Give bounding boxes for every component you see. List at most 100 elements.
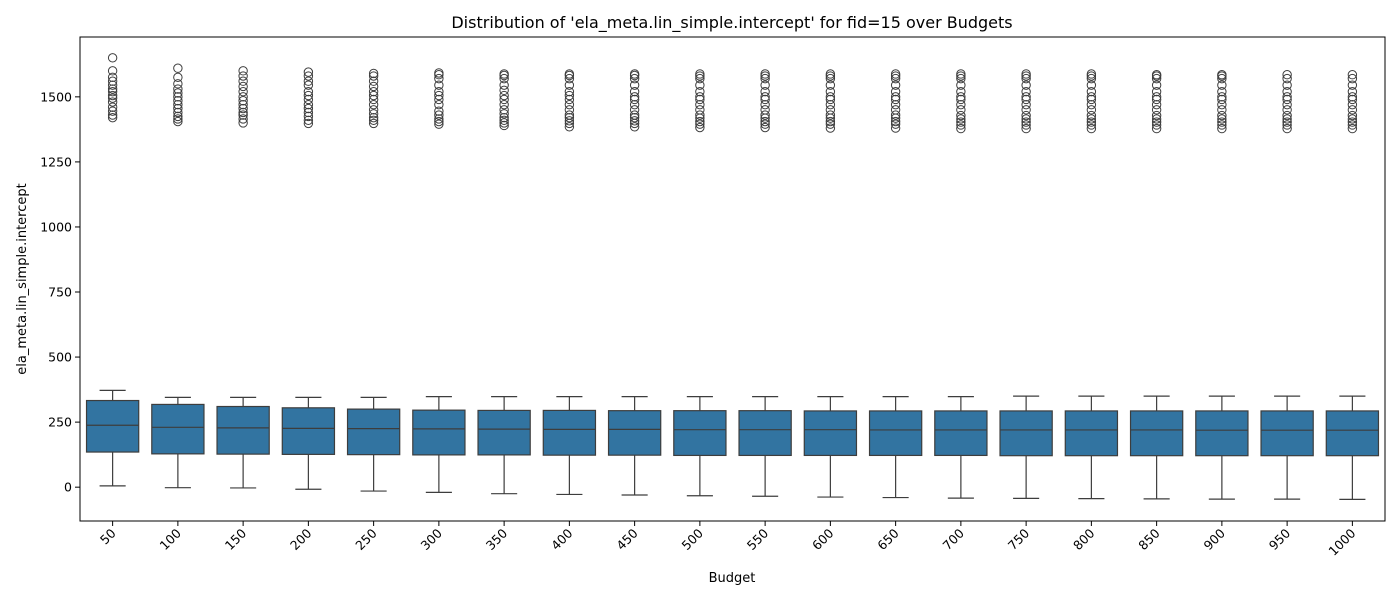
outlier-point: [629, 116, 640, 126]
outlier-point: [1151, 99, 1162, 110]
outlier-point: [1217, 92, 1227, 102]
box-iqr: [151, 403, 205, 455]
x-tick-label: 900: [1201, 525, 1229, 553]
box-group: [85, 53, 140, 487]
outlier-point: [303, 94, 314, 105]
outlier-point: [499, 69, 509, 79]
outlier-point: [1151, 120, 1162, 130]
box-group: [412, 68, 466, 493]
outlier-point: [1021, 94, 1031, 105]
box-group: [151, 63, 205, 489]
outlier-point: [1151, 110, 1162, 121]
outlier-point: [1282, 105, 1292, 115]
outlier-point: [499, 99, 509, 110]
outlier-point: [173, 103, 183, 114]
outlier-point: [499, 85, 509, 96]
outlier-point: [1021, 86, 1031, 97]
box-group: [346, 68, 401, 492]
outlier-point: [1282, 86, 1292, 97]
box-iqr: [216, 405, 270, 455]
x-tick-label: 750: [1005, 525, 1033, 553]
outlier-point: [1021, 99, 1031, 110]
outlier-point: [564, 105, 575, 115]
outlier-point: [1217, 114, 1227, 124]
outlier-point: [629, 69, 640, 79]
outlier-point: [695, 119, 705, 129]
outlier-point: [564, 116, 575, 126]
outlier-point: [173, 72, 183, 83]
x-tick-label: 250: [352, 525, 380, 553]
outlier-point: [825, 86, 836, 97]
outlier-point: [1347, 110, 1358, 121]
outlier-point: [629, 105, 640, 115]
box-iqr: [868, 410, 923, 457]
outlier-point: [173, 79, 183, 89]
box-iqr: [1064, 410, 1119, 457]
outlier-point: [434, 116, 444, 127]
outlier-point: [238, 96, 248, 106]
box-iqr: [412, 409, 466, 456]
outlier-point: [1282, 94, 1292, 105]
outlier-point: [629, 112, 640, 123]
outlier-point: [956, 86, 966, 97]
box-iqr: [281, 407, 336, 455]
outlier-point: [760, 110, 770, 120]
box-iqr: [477, 409, 531, 456]
outlier-point: [173, 96, 183, 106]
outlier-point: [695, 73, 705, 84]
outlier-point: [1151, 73, 1162, 84]
outlier-point: [695, 116, 705, 127]
outlier-point: [695, 92, 705, 102]
outlier-point: [1021, 105, 1031, 115]
box-group: [738, 69, 792, 497]
outlier-point: [1021, 120, 1031, 130]
y-tick-label: 1000: [40, 219, 72, 234]
outlier-point: [890, 119, 901, 129]
outlier-point: [107, 72, 118, 83]
outlier-point: [1347, 86, 1358, 97]
outlier-point: [1086, 73, 1097, 84]
outlier-point: [107, 106, 118, 116]
outlier-point: [956, 105, 966, 115]
box-iqr: [1195, 410, 1249, 457]
box-iqr: [85, 399, 140, 453]
outlier-point: [303, 118, 314, 129]
outlier-point: [107, 80, 118, 90]
outlier-point: [499, 109, 509, 119]
outlier-point: [1347, 117, 1358, 127]
outlier-point: [303, 67, 314, 77]
outlier-point: [956, 99, 966, 110]
outlier-point: [629, 92, 640, 102]
outlier-point: [1086, 94, 1097, 105]
outlier-point: [1217, 110, 1227, 121]
outlier-point: [303, 107, 314, 118]
outlier-point: [368, 112, 379, 123]
outlier-point: [173, 111, 183, 122]
x-tick-label: 500: [679, 525, 707, 553]
outlier-point: [890, 99, 901, 110]
outlier-point: [107, 112, 118, 123]
box-iqr: [803, 410, 858, 457]
outlier-point: [303, 71, 314, 81]
x-tick-label: 50: [97, 525, 119, 547]
outlier-point: [564, 69, 575, 79]
outlier-point: [368, 86, 379, 97]
box-group: [673, 69, 727, 497]
outlier-point: [825, 119, 836, 129]
outlier-point: [1151, 92, 1162, 102]
outlier-point: [1151, 117, 1162, 127]
outlier-point: [564, 94, 575, 105]
outlier-point: [825, 99, 836, 110]
outlier-point: [564, 80, 575, 90]
outlier-point: [1217, 73, 1227, 84]
x-tick-label: 200: [287, 525, 315, 553]
outlier-point: [1151, 86, 1162, 97]
outlier-point: [303, 90, 314, 101]
outlier-point: [499, 118, 509, 128]
y-tick-label: 250: [48, 415, 72, 430]
outlier-point: [825, 94, 836, 105]
outlier-point: [107, 66, 118, 76]
outlier-point: [1021, 80, 1031, 90]
outlier-point: [1347, 114, 1358, 124]
outlier-point: [1217, 99, 1227, 110]
